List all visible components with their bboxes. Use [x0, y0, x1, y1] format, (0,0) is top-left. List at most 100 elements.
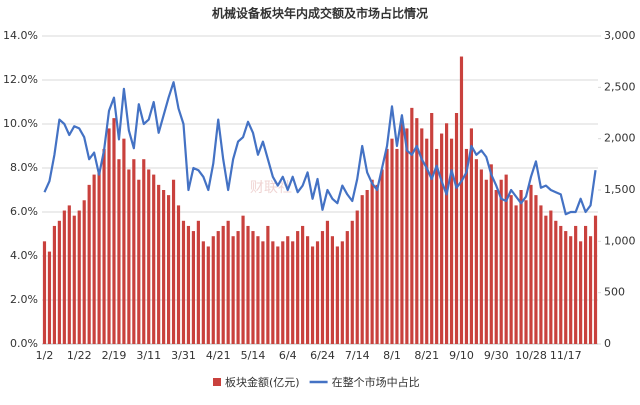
bar	[310, 246, 315, 344]
bar	[454, 113, 459, 344]
x-tick-label: 4/21	[206, 349, 231, 362]
bar	[266, 225, 270, 344]
bar	[459, 56, 464, 345]
x-tick-label: 3/11	[136, 349, 161, 362]
x-tick-label: 10/28	[515, 349, 547, 362]
bar	[440, 133, 444, 344]
bar	[117, 159, 121, 344]
bar	[286, 236, 290, 344]
legend-swatch	[213, 378, 221, 386]
bar	[430, 113, 434, 344]
x-tick-label: 8/1	[383, 349, 401, 362]
bar	[549, 210, 553, 344]
bar	[380, 169, 384, 344]
bar	[256, 236, 260, 344]
bar	[301, 225, 305, 344]
bar	[201, 241, 205, 344]
bar	[42, 241, 47, 344]
bar	[216, 231, 220, 344]
bar	[514, 205, 518, 344]
bar	[87, 184, 91, 344]
bar	[564, 231, 568, 344]
bar	[504, 174, 508, 344]
bar	[231, 236, 235, 344]
x-tick-label: 8/21	[414, 349, 439, 362]
legend-label: 在整个市场中占比	[332, 375, 420, 389]
bar	[400, 118, 404, 344]
bar	[494, 190, 498, 344]
x-tick-label: 7/14	[345, 349, 370, 362]
line	[43, 81, 597, 216]
bar	[415, 118, 419, 344]
bar	[127, 169, 131, 344]
bar	[77, 210, 81, 344]
x-tick-label: 3/31	[171, 349, 196, 362]
bar	[132, 159, 136, 344]
bar	[271, 241, 275, 344]
y2-tick-label: 1,000	[604, 234, 636, 247]
bar	[360, 195, 364, 344]
x-tick-label: 1/2	[36, 349, 54, 362]
bar	[449, 138, 454, 344]
x-tick-label: 5/14	[241, 349, 266, 362]
bar	[167, 195, 171, 344]
bar	[390, 138, 394, 344]
bar	[509, 195, 513, 344]
bar	[226, 220, 230, 344]
y-tick-label: 4.0%	[10, 249, 38, 262]
bar	[241, 215, 245, 344]
bar	[335, 246, 339, 344]
bar	[539, 205, 543, 344]
bar	[102, 148, 106, 344]
bar	[157, 184, 161, 344]
bar	[425, 138, 429, 344]
bar	[350, 220, 354, 344]
bar	[574, 225, 578, 344]
bar	[281, 241, 285, 344]
bar	[499, 179, 503, 344]
bar	[291, 241, 295, 344]
bar	[405, 128, 409, 344]
y2-tick-label: 2,500	[604, 80, 636, 93]
bar	[340, 241, 344, 344]
bar	[186, 225, 191, 344]
bar	[47, 251, 52, 344]
bar	[479, 169, 483, 344]
x-tick-label: 1/22	[67, 349, 92, 362]
x-tick-label: 11/17	[550, 349, 582, 362]
bar	[236, 231, 240, 344]
bar	[206, 246, 210, 344]
bar	[171, 179, 176, 344]
bar	[534, 195, 538, 344]
bar	[137, 179, 141, 344]
bar	[435, 148, 439, 344]
bar	[296, 231, 300, 344]
bar	[484, 179, 488, 344]
bar	[529, 184, 533, 344]
bar	[196, 220, 200, 344]
bar	[385, 148, 389, 344]
bar	[489, 164, 493, 344]
bar	[152, 174, 156, 344]
watermark: 财联社	[250, 180, 292, 196]
bar	[355, 210, 359, 344]
x-tick-label: 9/30	[484, 349, 509, 362]
bar	[246, 225, 250, 344]
bar	[181, 220, 186, 344]
bar	[579, 241, 583, 344]
bar	[593, 215, 598, 344]
bar	[420, 128, 424, 344]
x-tick-label: 6/4	[279, 349, 297, 362]
bar	[62, 210, 66, 344]
bar	[375, 184, 379, 344]
bar	[162, 190, 166, 344]
bar	[320, 231, 325, 344]
bar	[588, 236, 593, 344]
bar	[469, 128, 473, 344]
bar	[559, 225, 563, 344]
bar	[142, 159, 146, 344]
y2-tick-label: 3,000	[604, 29, 636, 42]
bar	[445, 123, 449, 345]
y-tick-label: 10.0%	[3, 117, 38, 130]
bar	[325, 220, 330, 344]
